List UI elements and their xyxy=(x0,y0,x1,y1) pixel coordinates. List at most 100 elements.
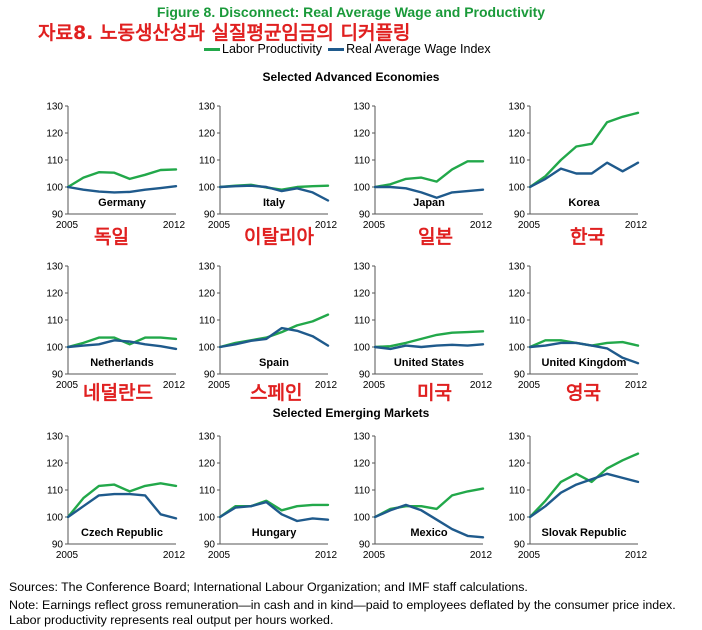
y-tick-label: 130 xyxy=(508,432,525,443)
korean-title: 자료8. 노동생산성과 실질평균임금의 디커플링 xyxy=(38,22,411,44)
series-line-real-wage xyxy=(218,500,330,523)
series-line-real-wage xyxy=(528,472,640,519)
y-tick-label: 120 xyxy=(198,459,215,470)
x-tick-label: 2005 xyxy=(208,550,231,561)
legend-item-labor: Labor Productivity xyxy=(204,42,322,56)
series-line-real-wage xyxy=(373,185,485,200)
series-line-real-wage xyxy=(373,503,485,539)
x-tick-label: 2005 xyxy=(208,220,231,231)
x-tick-label: 2005 xyxy=(518,550,541,561)
x-tick-label: 2005 xyxy=(518,220,541,231)
note-text-line1: Note: Earnings reflect gross remuneratio… xyxy=(9,598,676,612)
series-line-real-wage xyxy=(528,341,640,365)
section-title-advanced: Selected Advanced Economies xyxy=(262,70,440,84)
note-text-line2: Labor productivity represents real outpu… xyxy=(9,613,334,627)
series-line-labor-productivity xyxy=(528,111,640,189)
y-tick-label: 100 xyxy=(353,183,370,194)
chart-title: Mexico xyxy=(410,527,448,539)
korean-label-japan: 일본 xyxy=(418,226,453,248)
y-tick-label: 100 xyxy=(508,343,525,354)
y-tick-label: 120 xyxy=(508,129,525,140)
chart-italy: 90 100 110 120 130 2005 2012 Italy xyxy=(198,102,337,232)
y-tick-label: 130 xyxy=(198,262,215,273)
y-tick-label: 90 xyxy=(514,540,526,551)
x-tick-label: 2012 xyxy=(470,550,493,561)
y-tick-label: 100 xyxy=(508,513,525,524)
x-tick-label: 2012 xyxy=(315,550,338,561)
x-tick-label: 2005 xyxy=(56,220,79,231)
y-tick-label: 130 xyxy=(353,102,370,113)
y-tick-label: 100 xyxy=(198,183,215,194)
x-tick-label: 2012 xyxy=(163,220,186,231)
y-tick-label: 100 xyxy=(46,183,63,194)
x-tick-label: 2012 xyxy=(315,220,338,231)
y-tick-label: 90 xyxy=(52,370,64,381)
y-tick-label: 120 xyxy=(353,289,370,300)
chart-title: Spain xyxy=(259,357,289,369)
x-tick-label: 2012 xyxy=(470,380,493,391)
chart-korea: 90 100 110 120 130 2005 2012 Korea xyxy=(508,102,647,232)
chart-spain: 90 100 110 120 130 2005 2012 Spain xyxy=(198,262,337,392)
series-line-labor-productivity xyxy=(66,168,178,189)
chart-united-kingdom: 90 100 110 120 130 2005 2012 United Kingdom xyxy=(508,262,647,392)
y-tick-label: 120 xyxy=(353,459,370,470)
series-line-labor-productivity xyxy=(528,452,640,519)
y-tick-label: 100 xyxy=(508,183,525,194)
chart-title: Netherlands xyxy=(90,357,154,369)
series-line-real-wage xyxy=(218,184,330,202)
y-tick-label: 130 xyxy=(353,432,370,443)
chart-title: Hungary xyxy=(252,527,298,539)
series-line-real-wage xyxy=(66,184,178,194)
legend-item-wage: Real Average Wage Index xyxy=(328,42,491,56)
y-tick-label: 110 xyxy=(47,316,63,327)
legend-swatch-labor xyxy=(204,47,220,51)
y-tick-label: 110 xyxy=(509,486,525,497)
x-tick-label: 2012 xyxy=(163,380,186,391)
y-tick-label: 90 xyxy=(359,540,371,551)
y-tick-label: 100 xyxy=(353,513,370,524)
y-tick-label: 120 xyxy=(198,289,215,300)
legend-label-labor: Labor Productivity xyxy=(222,42,323,56)
y-tick-label: 110 xyxy=(509,156,525,167)
x-tick-label: 2005 xyxy=(363,550,386,561)
korean-label-germany: 독일 xyxy=(94,226,129,248)
chart-title: Germany xyxy=(98,197,147,209)
series-line-real-wage xyxy=(66,492,178,520)
chart-japan: 90 100 110 120 130 2005 2012 Japan xyxy=(353,102,492,232)
series-line-labor-productivity xyxy=(218,313,330,349)
y-tick-label: 130 xyxy=(46,102,63,113)
chart-title: Korea xyxy=(568,197,600,209)
figure-title: Figure 8. Disconnect: Real Average Wage … xyxy=(156,4,546,20)
y-tick-label: 120 xyxy=(46,459,63,470)
series-line-labor-productivity xyxy=(373,487,485,519)
x-tick-label: 2005 xyxy=(363,220,386,231)
legend-label-wage: Real Average Wage Index xyxy=(346,42,491,56)
y-tick-label: 120 xyxy=(46,289,63,300)
chart-united-states: 90 100 110 120 130 2005 2012 United States xyxy=(353,262,492,392)
y-tick-label: 90 xyxy=(514,370,526,381)
korean-label-netherlands: 네덜란드 xyxy=(83,382,153,404)
korean-label-spain: 스페인 xyxy=(250,382,303,404)
y-tick-label: 90 xyxy=(52,540,64,551)
y-tick-label: 130 xyxy=(198,432,215,443)
y-tick-label: 110 xyxy=(354,486,370,497)
korean-label-uk: 영국 xyxy=(566,382,601,404)
y-tick-label: 100 xyxy=(353,343,370,354)
korean-label-us: 미국 xyxy=(417,382,452,404)
y-tick-label: 120 xyxy=(353,129,370,140)
x-tick-label: 2005 xyxy=(518,380,541,391)
y-tick-label: 90 xyxy=(514,210,526,221)
legend-swatch-wage xyxy=(328,47,345,51)
x-tick-label: 2012 xyxy=(163,550,186,561)
x-tick-label: 2005 xyxy=(363,380,386,391)
x-tick-label: 2012 xyxy=(625,220,648,231)
x-tick-label: 2012 xyxy=(470,220,493,231)
chart-mexico: 90 100 110 120 130 2005 2012 Mexico xyxy=(353,432,492,562)
series-line-real-wage xyxy=(218,326,330,349)
chart-hungary: 90 100 110 120 130 2005 2012 Hungary xyxy=(198,432,337,562)
chart-title: Slovak Republic xyxy=(542,527,627,539)
y-tick-label: 100 xyxy=(198,513,215,524)
y-tick-label: 90 xyxy=(359,210,371,221)
